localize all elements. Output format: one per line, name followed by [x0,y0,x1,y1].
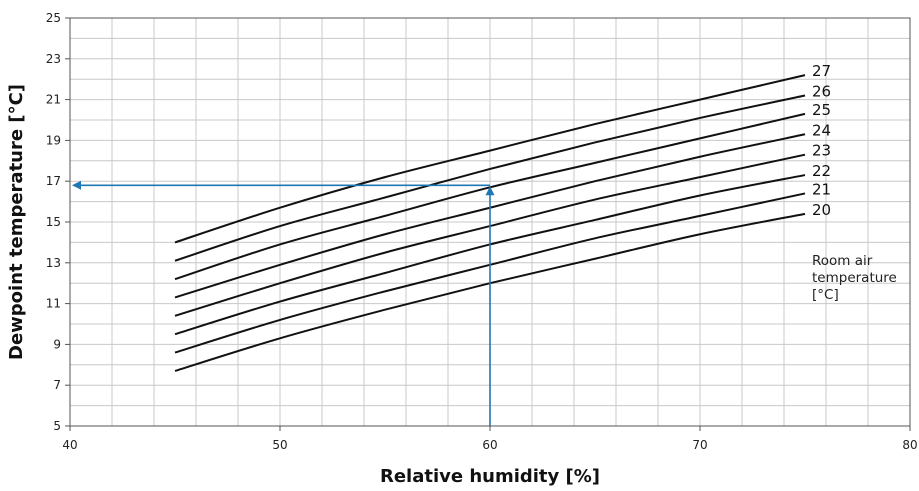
series-label-25: 25 [812,101,831,119]
x-axis-title: Relative humidity [%] [380,466,600,487]
y-tick-label: 9 [53,337,61,351]
series-label-27: 27 [812,62,831,80]
series-label-23: 23 [812,142,831,160]
x-tick-label: 80 [902,438,917,452]
y-tick-label: 23 [46,52,61,66]
series-label-20: 20 [812,201,831,219]
x-tick-label: 50 [272,438,287,452]
y-tick-label: 11 [46,297,61,311]
y-tick-label: 15 [46,215,61,229]
legend-note: Room air temperature [°C] [812,253,901,303]
legend-note-line-3: [°C] [812,287,839,303]
vertical-arrow-head [485,186,495,196]
series-line-26 [174,94,806,262]
series-label-21: 21 [812,180,831,198]
series-label-24: 24 [812,121,831,139]
x-tick-label: 70 [692,438,707,452]
example-arrows [72,180,495,426]
tick-labels: 40 50 60 70 80 5 7 9 11 13 15 17 19 21 23 25 [46,11,918,452]
series-line-27 [174,74,806,244]
y-tick-label: 7 [53,378,61,392]
x-tick-label: 60 [482,438,497,452]
y-tick-label: 5 [53,419,61,433]
series-label-22: 22 [812,162,831,180]
y-tick-label: 19 [46,133,61,147]
series-label-26: 26 [812,83,831,101]
y-tick-label: 13 [46,256,61,270]
legend-note-line-1: Room air [812,253,873,269]
horizontal-arrow-head [72,180,81,190]
y-tick-label: 25 [46,11,61,25]
axes [65,17,911,431]
y-tick-label: 21 [46,93,61,107]
y-tick-label: 17 [46,174,61,188]
legend-note-line-2: temperature [812,270,897,286]
x-tick-label: 40 [62,438,77,452]
y-axis-title: Dewpoint temperature [°C] [6,84,27,360]
